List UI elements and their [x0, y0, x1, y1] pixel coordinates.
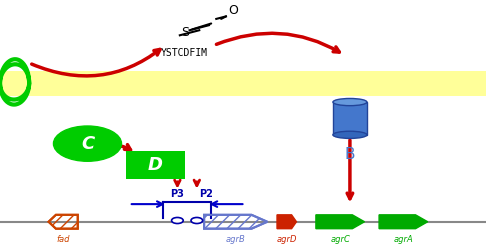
- FancyBboxPatch shape: [333, 102, 367, 135]
- Circle shape: [53, 126, 122, 161]
- Text: B: B: [345, 147, 355, 163]
- Text: fad: fad: [56, 235, 70, 244]
- Ellipse shape: [333, 131, 367, 138]
- Circle shape: [172, 217, 183, 224]
- Text: YSTCDFIM: YSTCDFIM: [161, 48, 208, 58]
- FancyBboxPatch shape: [126, 151, 185, 179]
- Polygon shape: [316, 215, 364, 229]
- Text: agrA: agrA: [394, 235, 413, 244]
- Text: agrD: agrD: [277, 235, 297, 244]
- Circle shape: [191, 217, 203, 224]
- Polygon shape: [379, 215, 428, 229]
- Text: S: S: [181, 26, 189, 39]
- FancyBboxPatch shape: [0, 71, 486, 96]
- Text: O: O: [228, 4, 238, 17]
- Text: P3: P3: [170, 189, 184, 199]
- Text: D: D: [148, 156, 163, 174]
- Text: agrB: agrB: [226, 235, 245, 244]
- Ellipse shape: [333, 99, 367, 106]
- Text: P2: P2: [199, 189, 213, 199]
- Text: agrC: agrC: [330, 235, 350, 244]
- Polygon shape: [277, 215, 296, 229]
- Text: C: C: [81, 135, 94, 153]
